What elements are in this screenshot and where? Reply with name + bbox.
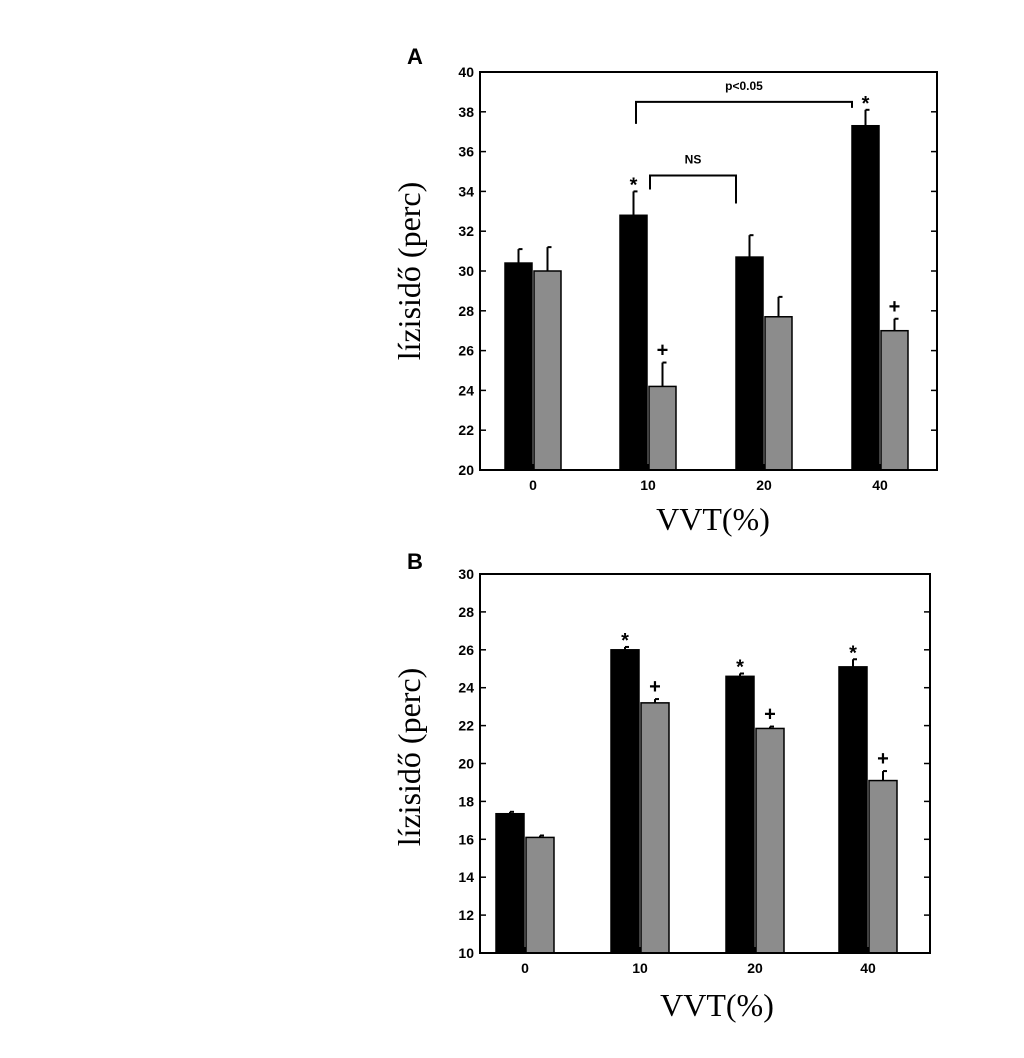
y-tick-label: 26 bbox=[458, 343, 474, 359]
significance-marker: + bbox=[764, 704, 776, 726]
plot-frame bbox=[479, 71, 938, 471]
y-tick-label: 28 bbox=[458, 303, 474, 319]
x-tick-label: 40 bbox=[860, 960, 876, 976]
significance-marker: + bbox=[657, 340, 669, 362]
y-axis-label: lízisidő (perc) bbox=[391, 182, 427, 361]
x-axis-label: VVT(%) bbox=[656, 501, 770, 537]
y-tick-label: 22 bbox=[458, 422, 474, 438]
x-tick-label: 10 bbox=[640, 477, 656, 493]
bar bbox=[504, 262, 533, 471]
significance-marker: * bbox=[630, 174, 638, 196]
plot-frame bbox=[479, 573, 931, 954]
significance-marker: * bbox=[862, 93, 870, 115]
bar bbox=[525, 836, 555, 954]
y-tick-label: 20 bbox=[458, 462, 474, 478]
significance-marker: * bbox=[849, 642, 857, 664]
y-tick-label: 24 bbox=[458, 382, 474, 398]
bar bbox=[880, 329, 909, 471]
y-tick-label: 38 bbox=[458, 104, 474, 120]
bar bbox=[755, 727, 785, 954]
y-tick-label: 40 bbox=[458, 64, 474, 80]
significance-marker: + bbox=[889, 296, 901, 318]
bar bbox=[735, 256, 764, 471]
x-tick-label: 10 bbox=[632, 960, 648, 976]
bar bbox=[533, 270, 562, 471]
y-tick-label: 26 bbox=[458, 642, 474, 658]
bar bbox=[610, 649, 640, 954]
bar bbox=[619, 214, 648, 471]
significance-label: p<0.05 bbox=[725, 79, 763, 93]
bar bbox=[764, 316, 793, 471]
panel-label: A bbox=[407, 44, 423, 69]
y-tick-label: 10 bbox=[458, 945, 474, 961]
significance-label: NS bbox=[685, 152, 702, 166]
y-axis-label: lízisidő (perc) bbox=[391, 668, 427, 847]
x-tick-label: 0 bbox=[529, 477, 537, 493]
significance-marker: * bbox=[736, 656, 744, 678]
bar bbox=[838, 666, 868, 954]
y-tick-label: 34 bbox=[458, 183, 474, 199]
y-tick-label: 30 bbox=[458, 263, 474, 279]
significance-bracket bbox=[635, 100, 853, 124]
y-tick-label: 14 bbox=[458, 869, 474, 885]
y-tick-label: 20 bbox=[458, 756, 474, 772]
x-tick-label: 0 bbox=[521, 960, 529, 976]
y-tick-label: 36 bbox=[458, 144, 474, 160]
y-tick-label: 12 bbox=[458, 907, 474, 923]
x-tick-label: 20 bbox=[756, 477, 772, 493]
bar bbox=[868, 779, 898, 954]
x-tick-label: 40 bbox=[872, 477, 888, 493]
y-tick-label: 16 bbox=[458, 831, 474, 847]
significance-marker: + bbox=[649, 676, 661, 698]
panel-label: B bbox=[407, 549, 423, 574]
significance-bracket bbox=[649, 174, 737, 204]
bar bbox=[640, 702, 670, 954]
y-tick-label: 22 bbox=[458, 718, 474, 734]
significance-marker: + bbox=[877, 748, 889, 770]
bar bbox=[648, 385, 677, 471]
y-tick-label: 32 bbox=[458, 223, 474, 239]
y-tick-label: 24 bbox=[458, 680, 474, 696]
bar bbox=[495, 812, 525, 954]
y-tick-label: 30 bbox=[458, 566, 474, 582]
significance-marker: * bbox=[621, 630, 629, 652]
bar bbox=[725, 675, 755, 954]
y-tick-label: 18 bbox=[458, 793, 474, 809]
bar bbox=[851, 124, 880, 471]
x-axis-label: VVT(%) bbox=[660, 987, 774, 1023]
y-tick-label: 28 bbox=[458, 604, 474, 620]
x-tick-label: 20 bbox=[747, 960, 763, 976]
